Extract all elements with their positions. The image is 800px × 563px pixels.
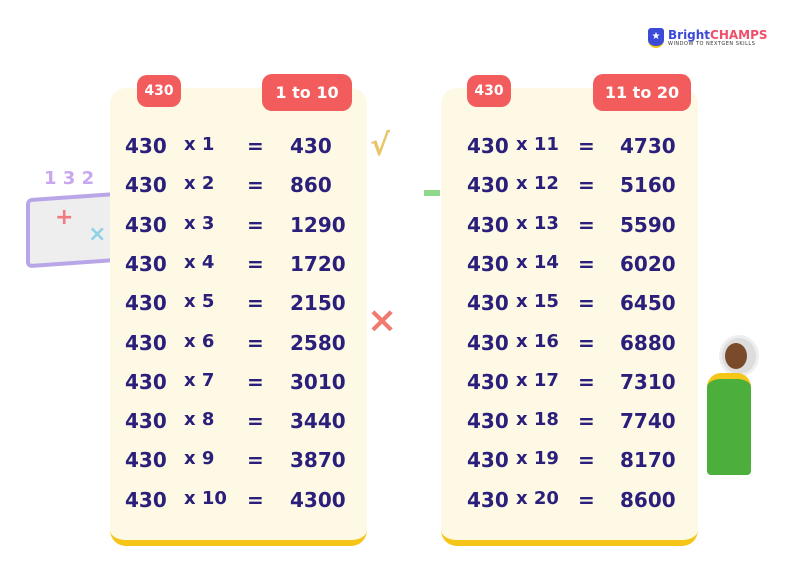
table-card-2 <box>441 88 698 546</box>
row-multiplier: x 20 <box>516 487 559 509</box>
row-product: 7310 <box>620 369 676 394</box>
row-equals: = <box>578 291 595 316</box>
row-multiplicand: 430 <box>125 251 167 276</box>
row-multiplicand: 430 <box>467 487 509 512</box>
row-product: 1290 <box>290 212 346 237</box>
row-product: 3440 <box>290 409 346 434</box>
range-tag: 11 to 20 <box>593 74 691 111</box>
row-multiplicand: 430 <box>467 291 509 316</box>
row-equals: = <box>247 369 264 394</box>
row-product: 3010 <box>290 369 346 394</box>
row-multiplicand: 430 <box>467 134 509 158</box>
multiply-icon: × <box>367 300 398 341</box>
row-product: 4730 <box>620 134 676 158</box>
row-equals: = <box>247 487 264 512</box>
row-equals: = <box>247 409 264 434</box>
row-multiplier: x 3 <box>184 212 215 234</box>
row-product: 5160 <box>620 173 676 198</box>
row-multiplicand: 430 <box>125 448 167 473</box>
row-product: 2580 <box>290 330 346 355</box>
row-equals: = <box>247 212 264 237</box>
row-multiplier: x 8 <box>184 409 215 431</box>
row-multiplier: x 9 <box>184 448 215 470</box>
row-multiplicand: 430 <box>467 251 509 276</box>
row-equals: = <box>247 291 264 316</box>
number-tag: 430 <box>467 75 511 107</box>
row-product: 6020 <box>620 251 676 276</box>
row-equals: = <box>578 134 595 158</box>
row-multiplicand: 430 <box>467 369 509 394</box>
times-icon: × <box>88 222 107 247</box>
row-multiplier: x 5 <box>184 291 215 313</box>
row-multiplier: x 19 <box>516 448 559 470</box>
number-tag: 430 <box>137 75 181 107</box>
row-multiplicand: 430 <box>467 448 509 473</box>
row-multiplicand: 430 <box>125 291 167 316</box>
minus-icon <box>424 190 440 196</box>
brand-name-a: Bright <box>668 28 711 42</box>
range-tag: 1 to 10 <box>262 74 352 111</box>
shield-star-icon: ★ <box>648 28 664 48</box>
row-multiplier: x 11 <box>516 134 559 155</box>
row-multiplicand: 430 <box>467 212 509 237</box>
row-product: 430 <box>290 134 332 158</box>
table-card-1 <box>110 88 367 546</box>
row-multiplicand: 430 <box>125 369 167 394</box>
row-multiplicand: 430 <box>125 409 167 434</box>
row-multiplicand: 430 <box>467 330 509 355</box>
row-equals: = <box>578 369 595 394</box>
row-product: 7740 <box>620 409 676 434</box>
row-multiplier: x 2 <box>184 173 215 195</box>
row-equals: = <box>247 251 264 276</box>
plus-icon: + <box>55 205 74 230</box>
digits-decoration-icon: 1 3 2 <box>44 168 95 189</box>
row-multiplier: x 4 <box>184 251 215 273</box>
check-icon: √ <box>370 128 391 163</box>
row-equals: = <box>578 448 595 473</box>
character-illustration-icon <box>703 335 763 475</box>
row-equals: = <box>578 212 595 237</box>
brand-name: BrightCHAMPS <box>668 29 768 41</box>
row-multiplier: x 10 <box>184 487 227 509</box>
row-multiplier: x 7 <box>184 369 215 391</box>
row-equals: = <box>247 173 264 198</box>
row-product: 5590 <box>620 212 676 237</box>
brand-name-b: CHAMPS <box>710 28 768 42</box>
row-multiplier: x 15 <box>516 291 559 313</box>
row-multiplier: x 18 <box>516 409 559 431</box>
row-multiplier: x 14 <box>516 251 559 273</box>
row-equals: = <box>578 251 595 276</box>
row-product: 2150 <box>290 291 346 316</box>
row-multiplier: x 13 <box>516 212 559 234</box>
row-product: 3870 <box>290 448 346 473</box>
row-equals: = <box>247 134 264 158</box>
row-multiplier: x 1 <box>184 134 215 155</box>
row-product: 8600 <box>620 487 676 512</box>
row-multiplier: x 16 <box>516 330 559 352</box>
row-multiplicand: 430 <box>467 409 509 434</box>
row-multiplicand: 430 <box>125 173 167 198</box>
brightchamps-logo: ★ BrightCHAMPS WINDOW TO NEXTGEN SKILLS <box>648 28 768 48</box>
row-multiplicand: 430 <box>125 330 167 355</box>
row-multiplicand: 430 <box>125 134 167 158</box>
row-equals: = <box>578 173 595 198</box>
row-equals: = <box>247 330 264 355</box>
row-product: 1720 <box>290 251 346 276</box>
row-multiplier: x 17 <box>516 369 559 391</box>
row-equals: = <box>247 448 264 473</box>
row-multiplier: x 12 <box>516 173 559 195</box>
row-equals: = <box>578 330 595 355</box>
row-equals: = <box>578 487 595 512</box>
row-multiplier: x 6 <box>184 330 215 352</box>
row-product: 4300 <box>290 487 346 512</box>
row-product: 6880 <box>620 330 676 355</box>
row-multiplicand: 430 <box>125 487 167 512</box>
row-multiplicand: 430 <box>467 173 509 198</box>
row-product: 860 <box>290 173 332 198</box>
row-equals: = <box>578 409 595 434</box>
row-product: 6450 <box>620 291 676 316</box>
row-product: 8170 <box>620 448 676 473</box>
row-multiplicand: 430 <box>125 212 167 237</box>
brand-tagline: WINDOW TO NEXTGEN SKILLS <box>668 41 756 47</box>
